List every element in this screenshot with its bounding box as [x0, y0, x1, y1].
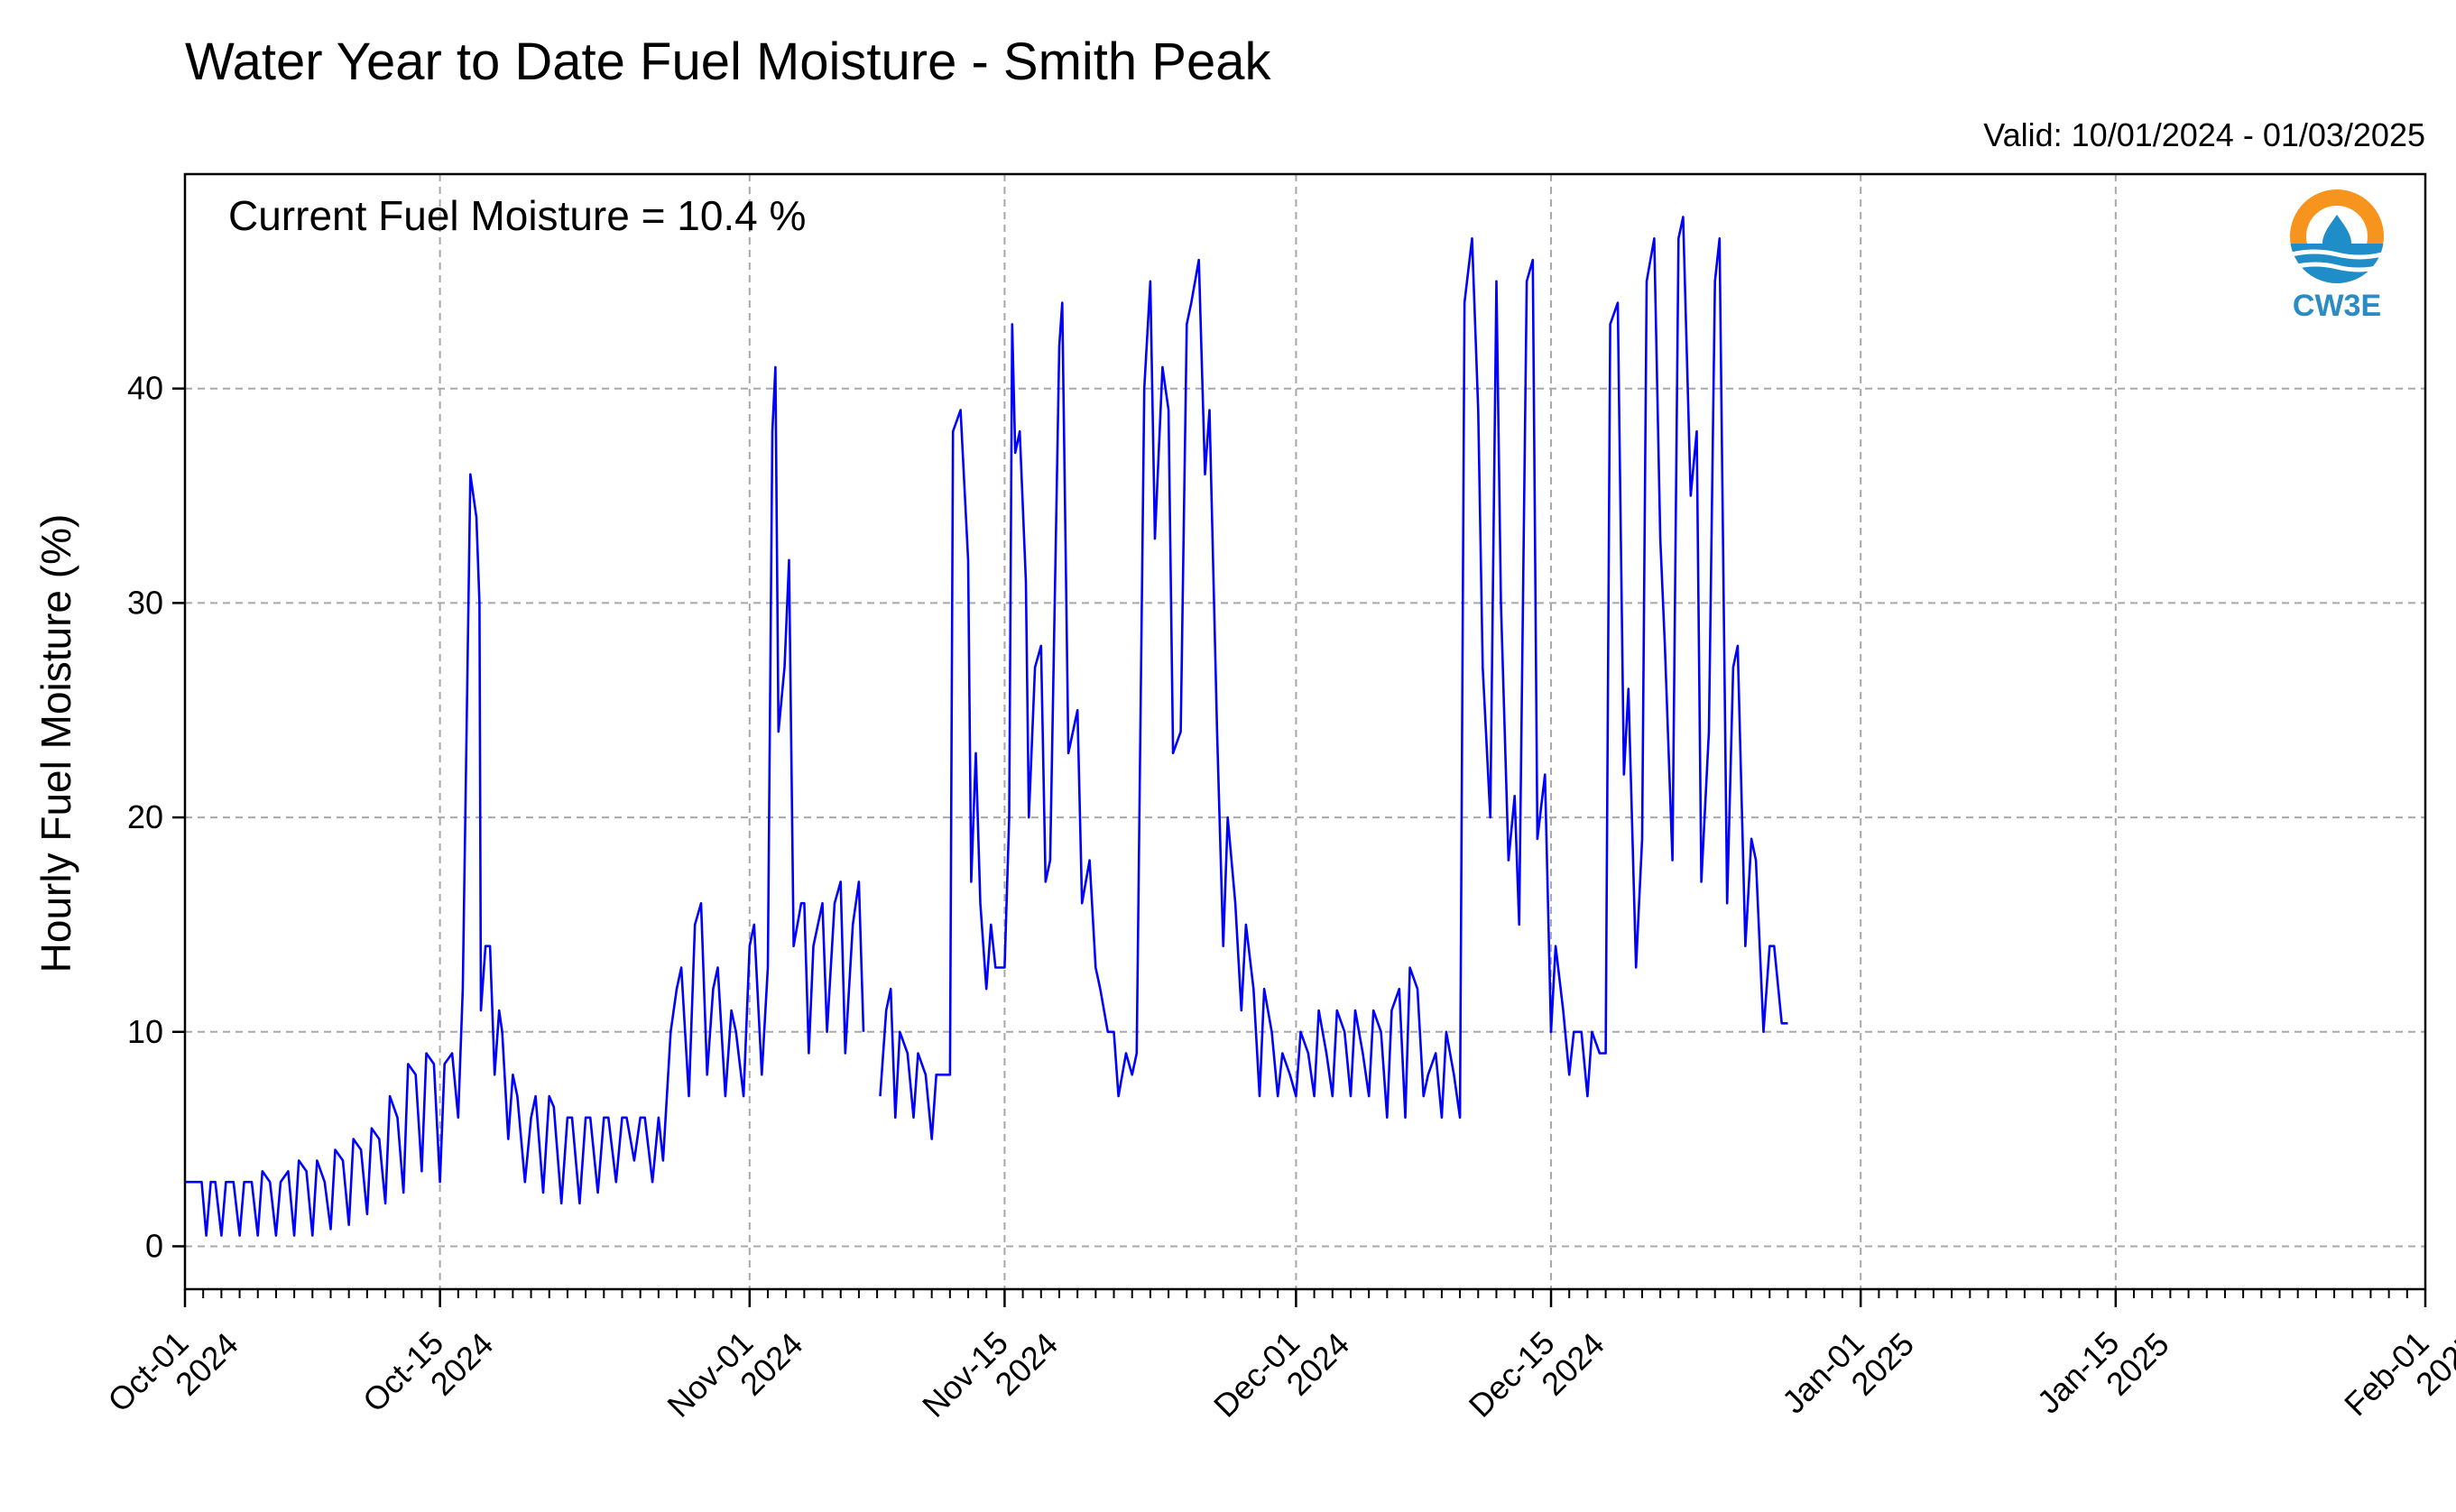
water-drop-icon — [2322, 215, 2351, 258]
chart-title: Water Year to Date Fuel Moisture - Smith… — [185, 32, 1271, 91]
y-tick-label: 10 — [127, 1013, 163, 1050]
y-axis-label: Hourly Fuel Moisture (%) — [32, 514, 79, 973]
x-tick-label: Dec-152024 — [1462, 1300, 1611, 1450]
x-tick-label: Jan-152025 — [2030, 1300, 2176, 1446]
fuel-moisture-line — [879, 216, 1788, 1140]
grid — [184, 174, 2426, 1289]
logo-wave-lines — [2291, 249, 2383, 272]
plot-frame — [183, 172, 2427, 1291]
fuel-moisture-line — [185, 365, 865, 1237]
y-tick-label: 30 — [127, 584, 163, 621]
data-series — [185, 216, 1788, 1237]
x-tick-label: Jan-012025 — [1775, 1300, 1921, 1446]
x-tick-label: Nov-012024 — [660, 1300, 809, 1450]
x-tick-label: Dec-012024 — [1206, 1300, 1356, 1450]
y-tick-label: 0 — [145, 1227, 163, 1264]
cw3e-logo: CW3E — [2290, 189, 2384, 323]
x-tick-label: Feb-012025 — [2337, 1300, 2456, 1449]
logo-text: CW3E — [2293, 289, 2381, 323]
x-tick-label: Oct-152024 — [355, 1300, 501, 1445]
axes: 0 10 20 30 40 Oct-012024 Oct-152024 Nov-012024 N… — [100, 370, 2456, 1450]
x-tick-label: Oct-012024 — [100, 1300, 245, 1445]
valid-date-range: Valid: 10/01/2024 - 01/03/2025 — [1983, 116, 2425, 153]
x-tick-label: Nov-152024 — [915, 1300, 1065, 1450]
y-tick-label: 20 — [127, 798, 163, 835]
current-fuel-moisture-annotation: Current Fuel Moisture = 10.4 % — [228, 192, 806, 239]
y-tick-label: 40 — [127, 370, 163, 407]
